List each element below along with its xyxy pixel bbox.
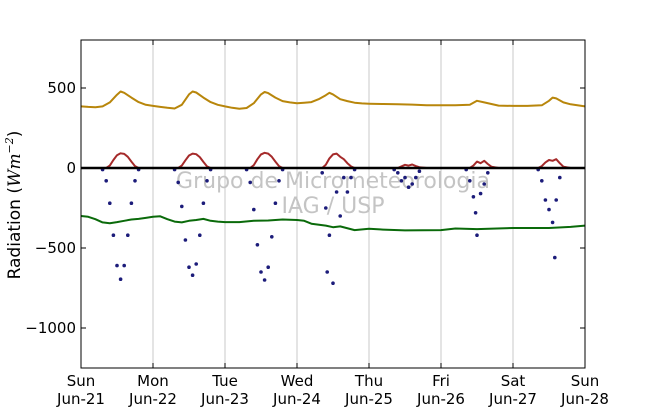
data-point bbox=[327, 233, 332, 237]
data-point bbox=[345, 190, 350, 194]
data-point bbox=[262, 278, 267, 282]
data-point bbox=[547, 207, 551, 212]
y-axis-label-exponent: −2 bbox=[3, 137, 16, 153]
data-point bbox=[414, 175, 418, 180]
data-point bbox=[201, 201, 206, 205]
x-tick-label-day: Mon bbox=[137, 372, 169, 390]
x-tick-label-date: Jun-25 bbox=[344, 390, 393, 408]
series-line-longwave_down bbox=[80, 90, 586, 110]
data-point bbox=[176, 180, 180, 185]
x-tick-label-day: Sat bbox=[501, 372, 526, 390]
data-point bbox=[558, 175, 562, 180]
x-tick-label-day: Sun bbox=[571, 372, 600, 390]
data-point bbox=[396, 171, 400, 175]
data-point bbox=[266, 265, 271, 270]
data-point bbox=[273, 201, 278, 205]
data-point bbox=[198, 233, 202, 237]
data-point bbox=[334, 190, 339, 194]
data-point bbox=[482, 182, 487, 186]
x-tick-label-day: Sun bbox=[67, 372, 96, 390]
data-point bbox=[406, 185, 411, 189]
axes: 5000−500−1000SunJun-21MonJun-22TueJun-23… bbox=[25, 40, 609, 408]
data-point bbox=[486, 171, 490, 175]
data-point bbox=[473, 211, 478, 215]
data-point bbox=[122, 263, 126, 268]
y-axis-label-unit: Wm bbox=[5, 153, 25, 187]
data-point bbox=[540, 179, 544, 183]
series-longwave_down bbox=[80, 90, 586, 110]
data-point bbox=[115, 263, 119, 268]
x-tick-label-date: Jun-27 bbox=[488, 390, 537, 408]
data-point bbox=[104, 179, 108, 183]
data-point bbox=[410, 182, 415, 186]
data-point bbox=[252, 207, 256, 212]
data-point bbox=[111, 233, 116, 237]
y-tick-label: −1000 bbox=[25, 319, 76, 337]
data-point bbox=[126, 233, 130, 237]
data-point bbox=[325, 270, 330, 274]
x-tick-label-date: Jun-26 bbox=[416, 390, 465, 408]
x-tick-label-day: Fri bbox=[432, 372, 450, 390]
data-point bbox=[331, 281, 335, 286]
data-point bbox=[553, 255, 557, 260]
data-point bbox=[320, 171, 325, 175]
data-point bbox=[417, 169, 422, 173]
data-point bbox=[543, 198, 548, 202]
data-point bbox=[194, 262, 198, 266]
series-longwave_up_negative bbox=[80, 215, 586, 232]
x-tick-label-date: Jun-21 bbox=[56, 390, 105, 408]
series-shortwave_down_negative bbox=[100, 167, 562, 286]
data-point bbox=[259, 270, 263, 274]
data-point bbox=[255, 243, 260, 247]
data-point bbox=[190, 273, 195, 278]
data-point bbox=[133, 179, 137, 183]
data-point bbox=[471, 195, 476, 199]
y-axis-label-suffix: ) bbox=[5, 131, 25, 138]
data-point bbox=[338, 214, 343, 218]
data-point bbox=[270, 235, 274, 239]
data-point bbox=[205, 179, 209, 183]
data-point bbox=[183, 238, 188, 242]
data-point bbox=[478, 191, 483, 196]
x-tick-label-date: Jun-22 bbox=[128, 390, 177, 408]
x-tick-label-day: Tue bbox=[211, 372, 238, 390]
data-point bbox=[554, 198, 558, 202]
x-tick-label-date: Jun-24 bbox=[272, 390, 321, 408]
plot-frame bbox=[80, 39, 586, 369]
y-tick-label: 0 bbox=[66, 159, 76, 177]
watermark: Grupo de Micrometeorologia IAG / USP bbox=[176, 169, 490, 219]
x-tick-label-date: Jun-23 bbox=[200, 390, 249, 408]
data-point bbox=[248, 180, 252, 185]
data-point bbox=[349, 175, 353, 180]
series-line-longwave_up_negative bbox=[80, 215, 586, 232]
data-point bbox=[324, 206, 328, 210]
data-point bbox=[180, 204, 184, 209]
data-point bbox=[403, 175, 407, 180]
y-tick-label: 500 bbox=[47, 79, 76, 97]
y-axis-label: Radiation (Wm−2) bbox=[3, 131, 25, 280]
data-point bbox=[118, 277, 123, 282]
watermark-line-2: IAG / USP bbox=[282, 194, 385, 219]
x-tick-label-day: Thu bbox=[354, 372, 383, 390]
data-point bbox=[468, 179, 472, 183]
data-point bbox=[475, 233, 479, 237]
data-point bbox=[342, 175, 346, 180]
y-tick-label: −500 bbox=[35, 239, 76, 257]
grid-lines bbox=[152, 40, 514, 368]
watermark-line-1: Grupo de Micrometeorologia bbox=[176, 169, 490, 194]
data-point bbox=[277, 179, 281, 183]
data-point bbox=[129, 201, 134, 205]
x-tick-label-day: Wed bbox=[281, 372, 314, 390]
data-point bbox=[550, 220, 555, 225]
data-point bbox=[399, 179, 404, 183]
data-point bbox=[108, 201, 112, 205]
y-axis-label-prefix: Radiation ( bbox=[5, 187, 25, 279]
x-tick-label-date: Jun-28 bbox=[560, 390, 609, 408]
data-point bbox=[187, 265, 191, 270]
